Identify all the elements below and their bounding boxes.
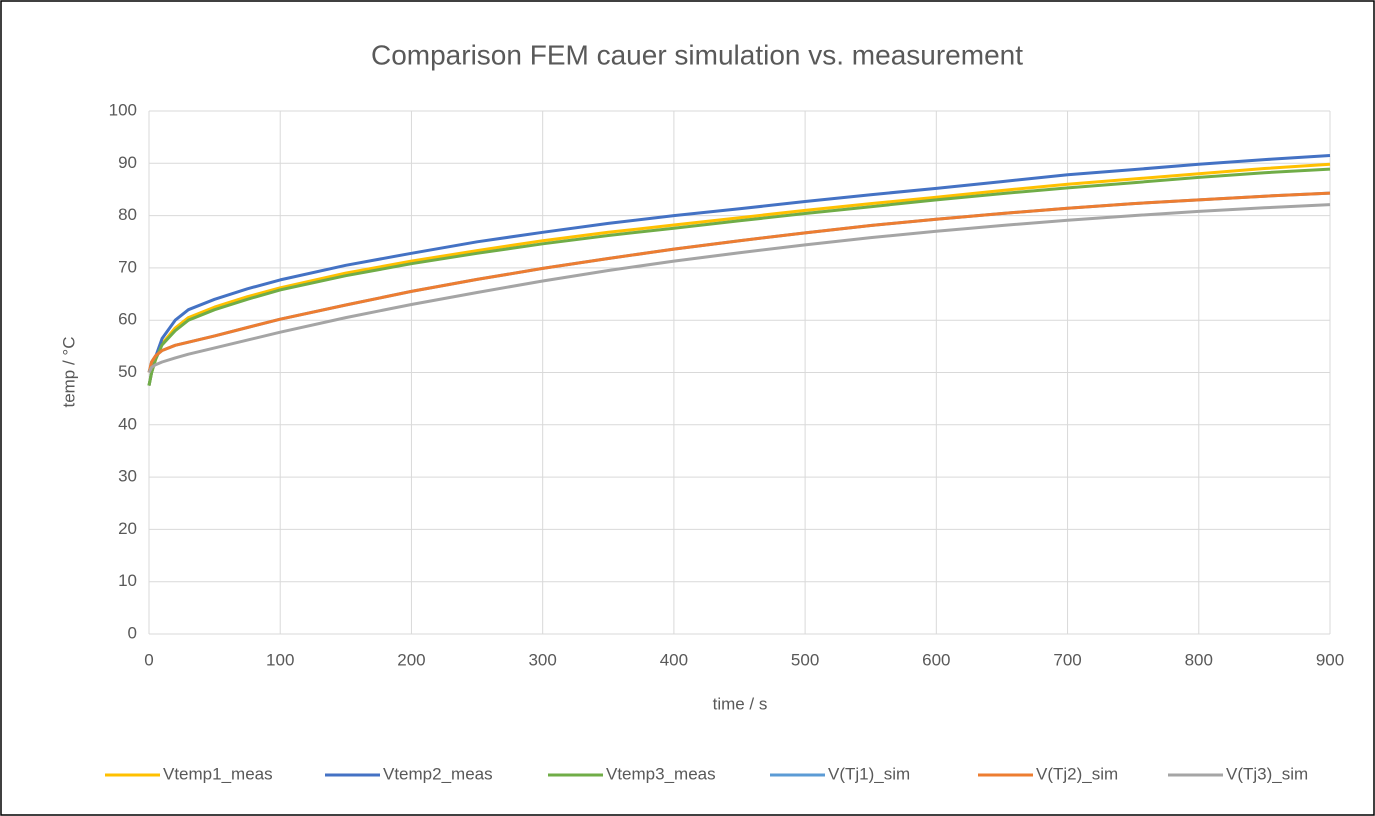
series-line bbox=[147, 191, 1331, 373]
y-tick-label: 60 bbox=[118, 310, 137, 329]
y-tick-label: 30 bbox=[118, 467, 137, 486]
y-tick-label: 40 bbox=[118, 414, 137, 433]
series-line bbox=[147, 167, 1331, 386]
x-tick-label: 900 bbox=[1316, 650, 1344, 669]
series-line bbox=[147, 203, 1331, 374]
y-tick-label: 10 bbox=[118, 571, 137, 590]
x-tick-label: 600 bbox=[922, 650, 950, 669]
series-line bbox=[147, 162, 1331, 386]
legend-label: Vtemp3_meas bbox=[606, 764, 716, 783]
x-tick-label: 200 bbox=[397, 650, 425, 669]
y-tick-label: 100 bbox=[109, 100, 137, 119]
chart-title: Comparison FEM cauer simulation vs. meas… bbox=[371, 39, 1023, 70]
x-tick-label: 500 bbox=[791, 650, 819, 669]
x-tick-label: 100 bbox=[266, 650, 294, 669]
x-tick-label: 400 bbox=[660, 650, 688, 669]
x-tick-label: 0 bbox=[144, 650, 153, 669]
y-tick-label: 80 bbox=[118, 205, 137, 224]
legend-label: Vtemp2_meas bbox=[383, 764, 493, 783]
y-axis-label: temp / °C bbox=[59, 336, 78, 407]
x-axis-label: time / s bbox=[713, 694, 768, 713]
legend-label: V(Tj2)_sim bbox=[1036, 764, 1118, 783]
x-tick-label: 700 bbox=[1053, 650, 1081, 669]
x-tick-label: 300 bbox=[528, 650, 556, 669]
x-tick-label: 800 bbox=[1185, 650, 1213, 669]
series-line bbox=[147, 154, 1331, 386]
legend-label: V(Tj1)_sim bbox=[828, 764, 910, 783]
y-tick-label: 50 bbox=[118, 362, 137, 381]
y-tick-label: 20 bbox=[118, 519, 137, 538]
legend-label: V(Tj3)_sim bbox=[1226, 764, 1308, 783]
y-tick-label: 90 bbox=[118, 153, 137, 172]
y-tick-label: 70 bbox=[118, 257, 137, 276]
y-tick-label: 0 bbox=[128, 623, 137, 642]
legend-label: Vtemp1_meas bbox=[163, 764, 273, 783]
